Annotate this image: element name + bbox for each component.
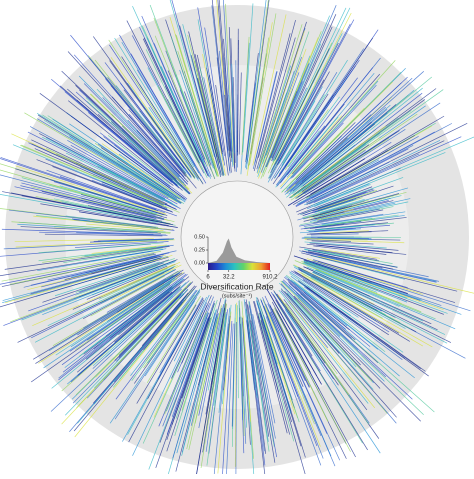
y-tick-label: 0.00 (194, 260, 205, 266)
y-tick-label: 0.25 (194, 247, 205, 253)
legend-subtitle: (subs/site⁻¹) (222, 293, 252, 299)
x-tick-label: 32.2 (223, 275, 235, 281)
x-tick-label: 910.2 (262, 275, 278, 281)
color-bar (208, 263, 270, 270)
y-tick-label: 0.50 (194, 234, 205, 240)
legend-title: Diversification Rate (200, 281, 273, 291)
